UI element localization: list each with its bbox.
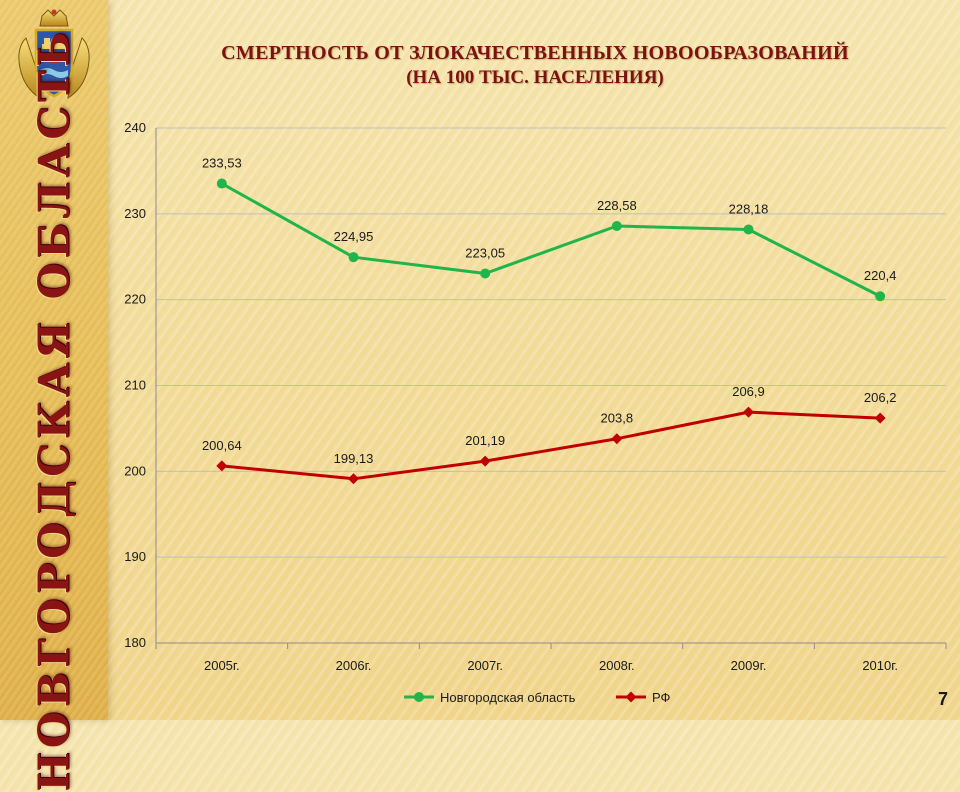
y-tick-label: 220 (124, 292, 146, 307)
data-point (348, 252, 359, 263)
data-label: 200,64 (202, 438, 242, 453)
legend-marker (414, 692, 424, 702)
x-tick-label: 2010г. (862, 658, 898, 673)
x-tick-label: 2005г. (204, 658, 240, 673)
data-point (743, 224, 754, 235)
coat-of-arms-icon (18, 9, 90, 99)
legend-marker (625, 691, 637, 703)
x-tick-label: 2008г. (599, 658, 635, 673)
data-point (479, 455, 491, 467)
data-label: 224,95 (334, 229, 374, 244)
series-line-0 (221, 182, 881, 298)
series-line-1 (221, 410, 881, 481)
data-label: 203,8 (601, 411, 634, 426)
y-tick-label: 200 (124, 463, 146, 478)
title-line-1: СМЕРТНОСТЬ ОТ ЗЛОКАЧЕСТВЕННЫХ НОВООБРАЗО… (221, 42, 849, 64)
x-tick-label: 2007г. (467, 658, 503, 673)
slide-title: СМЕРТНОСТЬ ОТ ЗЛОКАЧЕСТВЕННЫХ НОВООБРАЗО… (120, 42, 950, 89)
legend-label: РФ (652, 690, 671, 705)
page-number: 7 (937, 689, 948, 709)
data-point (743, 406, 754, 418)
line-chart: 180 190 200 210 220 230 240 2005г. 2006г. 2007г. 2… (124, 120, 947, 705)
title-line-2: (НА 100 ТЫС. НАСЕЛЕНИЯ) (406, 67, 664, 88)
data-label: 228,58 (597, 198, 637, 213)
data-point (216, 460, 228, 472)
data-label: 233,53 (202, 156, 242, 171)
data-label: 220,4 (864, 268, 897, 283)
data-label: 223,05 (465, 245, 505, 260)
data-point (875, 291, 886, 302)
data-point (348, 473, 359, 485)
data-point (874, 412, 886, 424)
y-tick-label: 180 (124, 635, 146, 650)
data-point (480, 268, 491, 279)
x-tick-label: 2009г. (731, 658, 767, 673)
data-label: 228,18 (729, 201, 769, 216)
data-label: 206,2 (864, 390, 897, 405)
data-label: 201,19 (465, 433, 505, 448)
y-tick-label: 240 (124, 120, 146, 135)
y-tick-label: 210 (124, 378, 146, 393)
left-band: НОВГОРОДСКАЯ ОБЛАСТЬ (0, 0, 108, 792)
x-tick-label: 2006г. (336, 658, 372, 673)
data-label: 199,13 (334, 451, 374, 466)
data-point (216, 178, 227, 189)
data-point (611, 433, 623, 445)
y-tick-label: 190 (124, 549, 146, 564)
y-tick-label: 230 (124, 206, 146, 221)
legend-label: Новгородская область (440, 690, 576, 705)
data-point (611, 221, 622, 232)
data-label: 206,9 (732, 384, 765, 399)
